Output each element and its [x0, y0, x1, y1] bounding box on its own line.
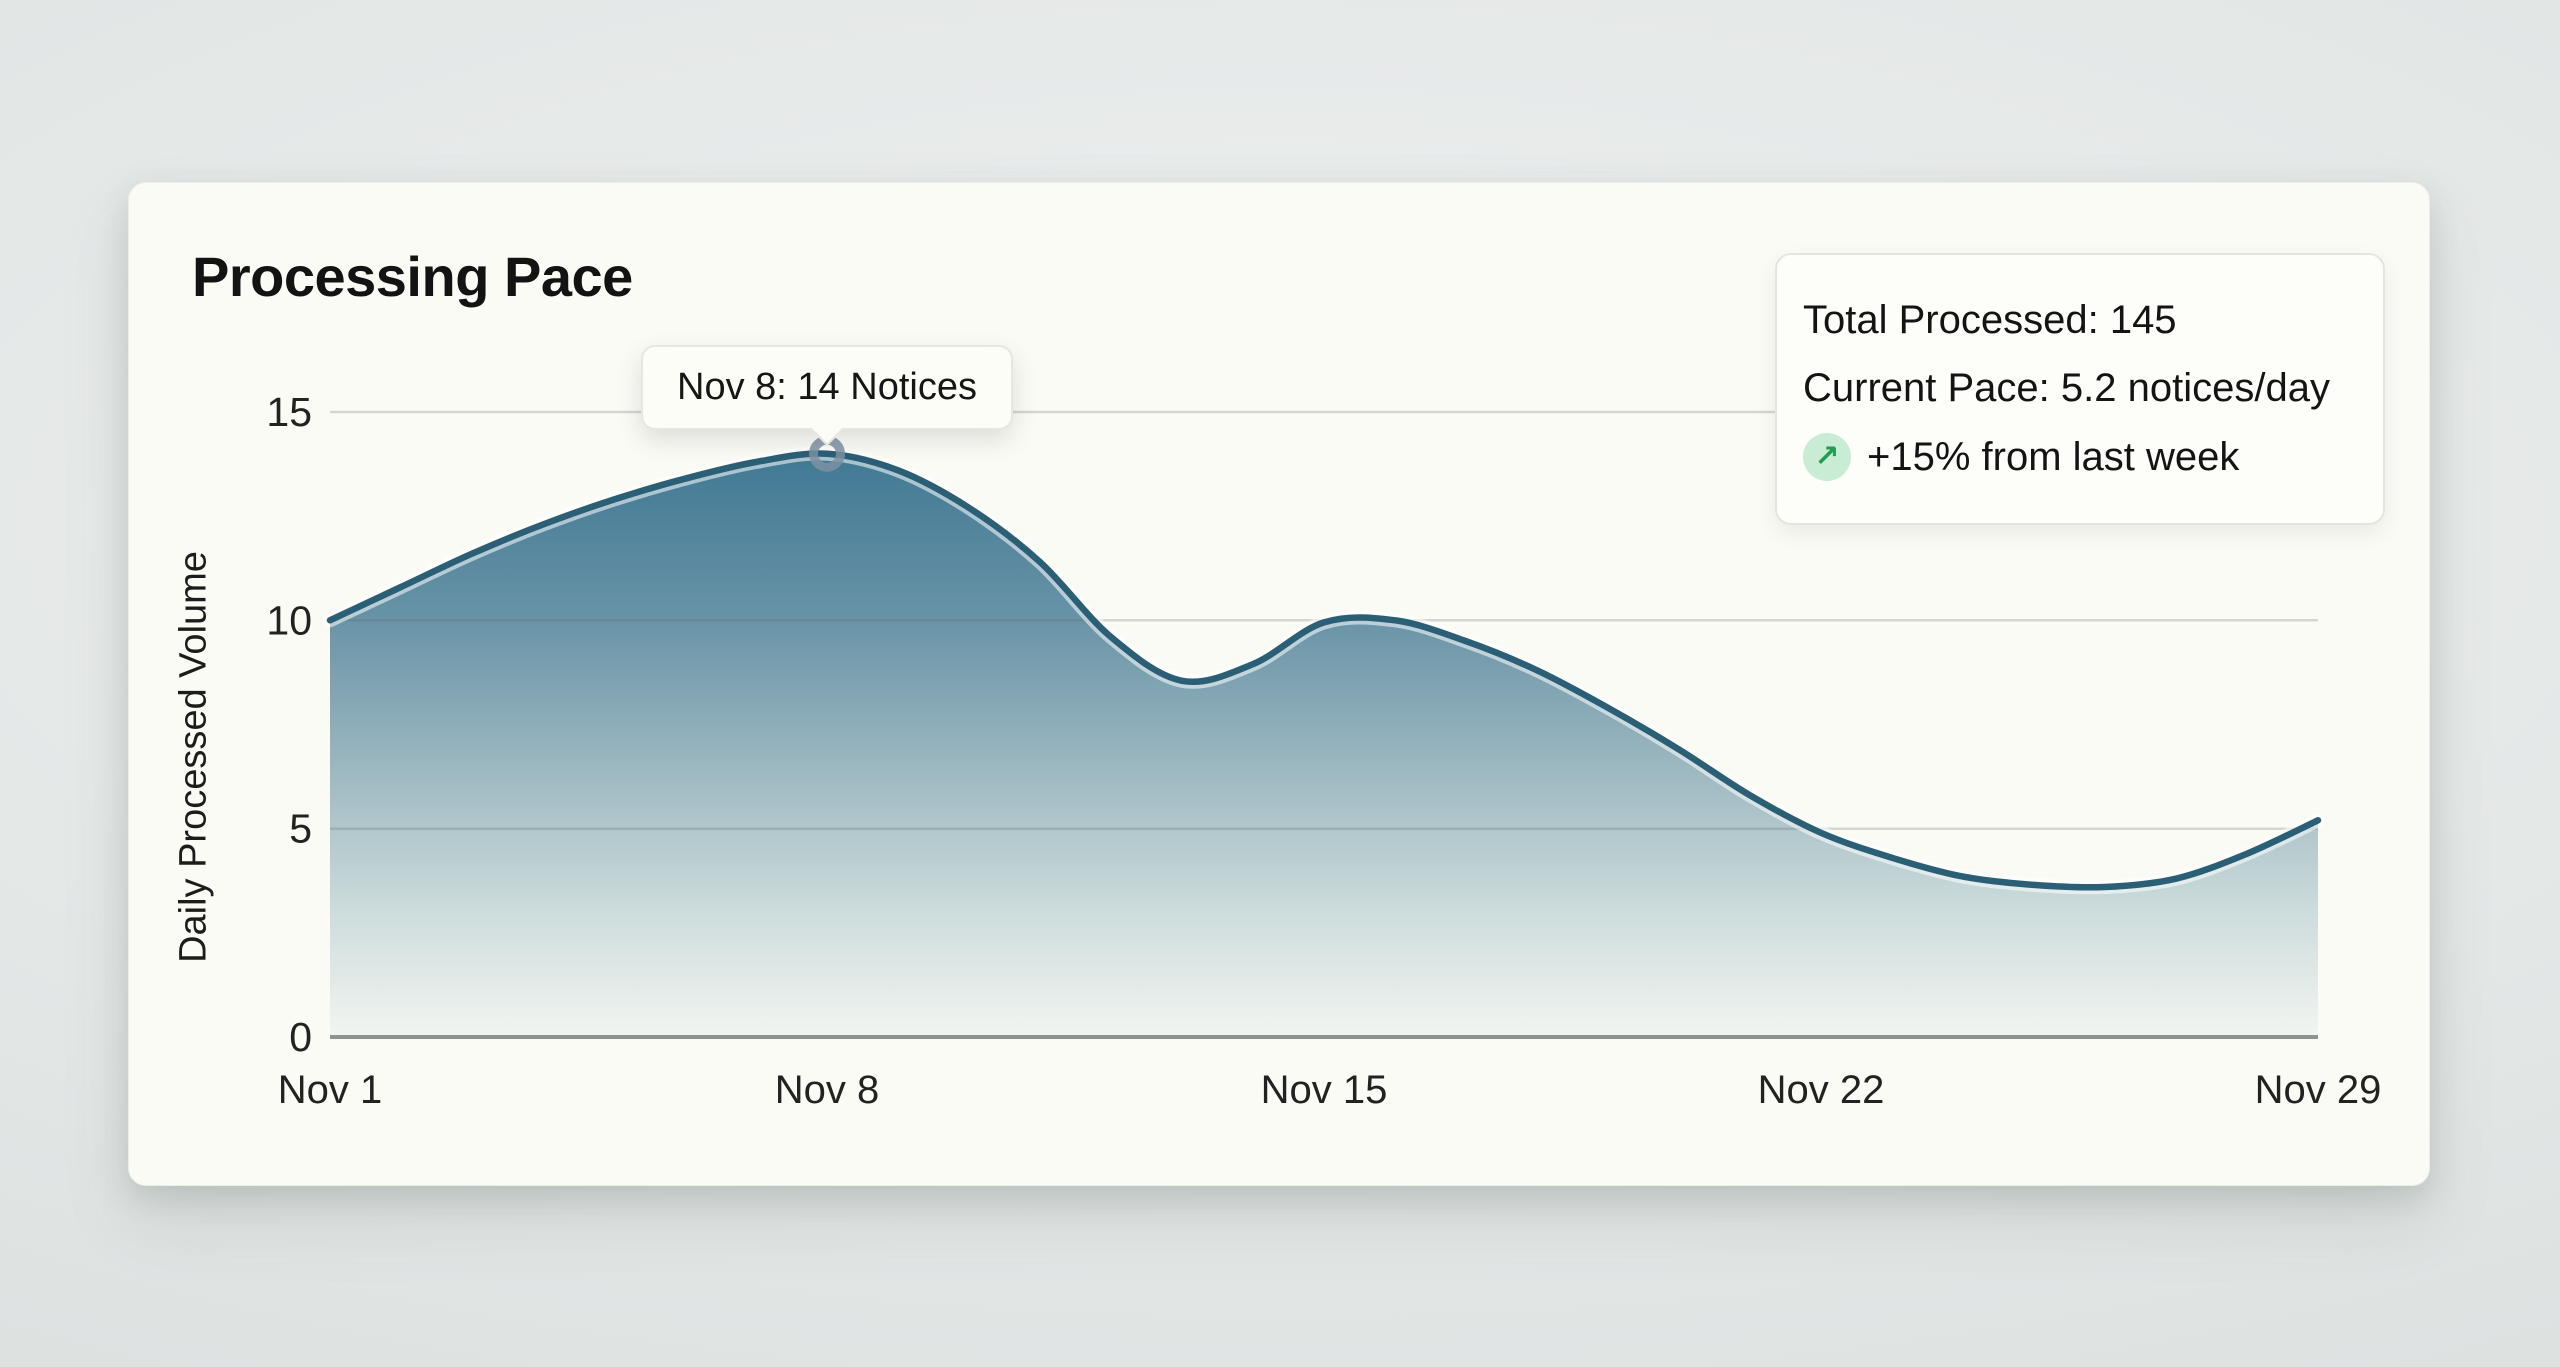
stat-row-change: ↗ +15% from last week [1803, 433, 2367, 481]
page-title: Processing Pace [192, 245, 633, 308]
y-tick-label-10: 10 [266, 597, 312, 643]
area-fill [330, 453, 2318, 1037]
stats-panel: Total Processed: 145 Current Pace: 5.2 n… [1775, 253, 2385, 525]
x-tick-label-15: Nov 15 [1261, 1068, 1388, 1112]
weekly-change-value: +15% from last week [1867, 435, 2240, 479]
y-tick-label-0: 0 [289, 1014, 312, 1060]
trend-line [326, 450, 2322, 891]
stat-row-total: Total Processed: 145 [1803, 297, 2367, 343]
x-tick-label-8: Nov 8 [775, 1068, 880, 1112]
total-processed-value: Total Processed: 145 [1803, 298, 2177, 342]
x-tick-label-22: Nov 22 [1758, 1068, 1885, 1112]
tooltip: Nov 8: 14 Notices [641, 344, 1013, 446]
y-tick-label-15: 15 [266, 389, 312, 435]
tooltip-label: Nov 8: 14 Notices [677, 365, 977, 408]
x-tick-label-1: Nov 1 [278, 1068, 383, 1112]
y-tick-label-5: 5 [289, 806, 312, 852]
stat-row-pace: Current Pace: 5.2 notices/day [1803, 365, 2367, 411]
x-tick-label-29: Nov 29 [2255, 1068, 2382, 1112]
trend-up-icon: ↗ [1803, 433, 1851, 481]
current-pace-value: Current Pace: 5.2 notices/day [1803, 366, 2330, 410]
